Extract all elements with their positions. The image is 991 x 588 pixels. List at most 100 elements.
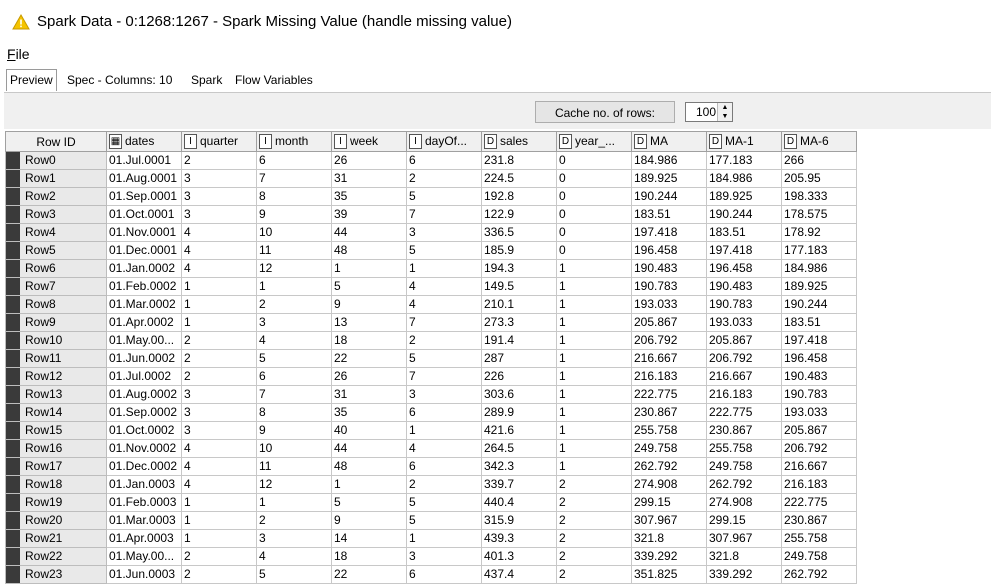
table-cell[interactable]: 230.867 bbox=[706, 421, 782, 440]
table-cell[interactable]: 205.867 bbox=[781, 421, 857, 440]
table-cell[interactable]: 206.792 bbox=[781, 439, 857, 458]
table-row[interactable]: Row18 01.Jan.0003 4 12 1 2 339.7 2 274.908 262.79… bbox=[5, 475, 857, 494]
table-row[interactable]: Row0 01.Jul.0001 2 6 26 6 231.8 0 184.986 177.183… bbox=[5, 151, 857, 170]
table-cell[interactable]: 287 bbox=[481, 349, 557, 368]
table-cell[interactable]: 9 bbox=[331, 295, 407, 314]
table-cell[interactable]: 01.Feb.0002 bbox=[106, 277, 182, 296]
table-cell[interactable]: 1 bbox=[256, 493, 332, 512]
table-cell[interactable]: 01.Sep.0002 bbox=[106, 403, 182, 422]
table-cell[interactable]: 01.Apr.0002 bbox=[106, 313, 182, 332]
table-cell[interactable]: 10 bbox=[256, 439, 332, 458]
table-cell[interactable]: 249.758 bbox=[631, 439, 707, 458]
table-cell[interactable]: 3 bbox=[256, 529, 332, 548]
table-cell[interactable]: 3 bbox=[181, 421, 257, 440]
table-cell[interactable]: 289.9 bbox=[481, 403, 557, 422]
table-cell[interactable]: 3 bbox=[181, 169, 257, 188]
table-cell[interactable]: 3 bbox=[406, 223, 482, 242]
table-cell[interactable]: 266 bbox=[781, 151, 857, 170]
table-cell[interactable]: 193.033 bbox=[631, 295, 707, 314]
table-cell[interactable]: 262.792 bbox=[781, 565, 857, 584]
table-cell[interactable]: 299.15 bbox=[631, 493, 707, 512]
table-cell[interactable]: 1 bbox=[406, 421, 482, 440]
table-cell[interactable]: 3 bbox=[181, 187, 257, 206]
table-cell[interactable]: 439.3 bbox=[481, 529, 557, 548]
table-cell[interactable]: 2 bbox=[181, 331, 257, 350]
table-cell[interactable]: 216.183 bbox=[781, 475, 857, 494]
table-cell[interactable]: 342.3 bbox=[481, 457, 557, 476]
table-cell[interactable]: 35 bbox=[331, 187, 407, 206]
row-id-cell[interactable]: Row14 bbox=[5, 403, 107, 422]
table-cell[interactable]: 1 bbox=[181, 511, 257, 530]
table-cell[interactable]: 264.5 bbox=[481, 439, 557, 458]
table-row[interactable]: Row7 01.Feb.0002 1 1 5 4 149.5 1 190.783 190.483 1… bbox=[5, 277, 857, 296]
table-cell[interactable]: 339.292 bbox=[631, 547, 707, 566]
table-cell[interactable]: 1 bbox=[181, 313, 257, 332]
table-cell[interactable]: 3 bbox=[406, 385, 482, 404]
row-id-cell[interactable]: Row15 bbox=[5, 421, 107, 440]
row-id-cell[interactable]: Row11 bbox=[5, 349, 107, 368]
table-cell[interactable]: 193.033 bbox=[706, 313, 782, 332]
table-cell[interactable]: 224.5 bbox=[481, 169, 557, 188]
table-cell[interactable]: 6 bbox=[406, 403, 482, 422]
row-id-cell[interactable]: Row9 bbox=[5, 313, 107, 332]
cache-rows-spinner[interactable]: 100 ▲ ▼ bbox=[685, 102, 733, 122]
table-cell[interactable]: 7 bbox=[406, 367, 482, 386]
table-cell[interactable]: 4 bbox=[256, 547, 332, 566]
table-cell[interactable]: 2 bbox=[181, 367, 257, 386]
table-cell[interactable]: 40 bbox=[331, 421, 407, 440]
table-cell[interactable]: 197.418 bbox=[631, 223, 707, 242]
table-cell[interactable]: 1 bbox=[556, 439, 632, 458]
table-cell[interactable]: 206.792 bbox=[706, 349, 782, 368]
table-cell[interactable]: 1 bbox=[181, 277, 257, 296]
table-cell[interactable]: 2 bbox=[556, 493, 632, 512]
table-cell[interactable]: 26 bbox=[331, 151, 407, 170]
table-cell[interactable]: 191.4 bbox=[481, 331, 557, 350]
row-id-cell[interactable]: Row19 bbox=[5, 493, 107, 512]
table-cell[interactable]: 01.Oct.0002 bbox=[106, 421, 182, 440]
table-cell[interactable]: 2 bbox=[556, 565, 632, 584]
table-row[interactable]: Row6 01.Jan.0002 4 12 1 1 194.3 1 190.483 196.458… bbox=[5, 259, 857, 278]
table-cell[interactable]: 339.292 bbox=[706, 565, 782, 584]
table-cell[interactable]: 184.986 bbox=[631, 151, 707, 170]
table-cell[interactable]: 2 bbox=[181, 565, 257, 584]
table-cell[interactable]: 222.775 bbox=[706, 403, 782, 422]
table-cell[interactable]: 190.483 bbox=[706, 277, 782, 296]
table-cell[interactable]: 5 bbox=[256, 349, 332, 368]
table-cell[interactable]: 12 bbox=[256, 259, 332, 278]
table-cell[interactable]: 3 bbox=[256, 313, 332, 332]
table-cell[interactable]: 01.Jan.0002 bbox=[106, 259, 182, 278]
table-cell[interactable]: 216.667 bbox=[706, 367, 782, 386]
table-cell[interactable]: 190.783 bbox=[706, 295, 782, 314]
table-cell[interactable]: 01.Jun.0003 bbox=[106, 565, 182, 584]
table-cell[interactable]: 190.244 bbox=[706, 205, 782, 224]
table-row[interactable]: Row21 01.Apr.0003 1 3 14 1 439.3 2 321.8 307.967 2… bbox=[5, 529, 857, 548]
table-cell[interactable]: 01.Nov.0002 bbox=[106, 439, 182, 458]
table-cell[interactable]: 196.458 bbox=[631, 241, 707, 260]
table-row[interactable]: Row4 01.Nov.0001 4 10 44 3 336.5 0 197.418 183.51… bbox=[5, 223, 857, 242]
table-row[interactable]: Row22 01.May.00... 2 4 18 3 401.3 2 339.292 321.8… bbox=[5, 547, 857, 566]
table-cell[interactable]: 183.51 bbox=[706, 223, 782, 242]
table-cell[interactable]: 01.Mar.0002 bbox=[106, 295, 182, 314]
table-cell[interactable]: 6 bbox=[406, 565, 482, 584]
table-cell[interactable]: 3 bbox=[181, 403, 257, 422]
table-row[interactable]: Row23 01.Jun.0003 2 5 22 6 437.4 2 351.825 339.29… bbox=[5, 565, 857, 584]
row-id-cell[interactable]: Row7 bbox=[5, 277, 107, 296]
table-cell[interactable]: 5 bbox=[406, 349, 482, 368]
table-cell[interactable]: 01.Oct.0001 bbox=[106, 205, 182, 224]
table-cell[interactable]: 2 bbox=[406, 331, 482, 350]
row-id-cell[interactable]: Row17 bbox=[5, 457, 107, 476]
table-row[interactable]: Row14 01.Sep.0002 3 8 35 6 289.9 1 230.867 222.77… bbox=[5, 403, 857, 422]
table-cell[interactable]: 6 bbox=[406, 457, 482, 476]
table-cell[interactable]: 1 bbox=[406, 259, 482, 278]
table-cell[interactable]: 249.758 bbox=[706, 457, 782, 476]
table-cell[interactable]: 190.783 bbox=[631, 277, 707, 296]
table-cell[interactable]: 193.033 bbox=[781, 403, 857, 422]
table-cell[interactable]: 192.8 bbox=[481, 187, 557, 206]
table-cell[interactable]: 1 bbox=[556, 367, 632, 386]
table-cell[interactable]: 0 bbox=[556, 241, 632, 260]
table-cell[interactable]: 01.Jun.0002 bbox=[106, 349, 182, 368]
table-cell[interactable]: 22 bbox=[331, 565, 407, 584]
table-cell[interactable]: 1 bbox=[556, 421, 632, 440]
table-cell[interactable]: 5 bbox=[331, 277, 407, 296]
